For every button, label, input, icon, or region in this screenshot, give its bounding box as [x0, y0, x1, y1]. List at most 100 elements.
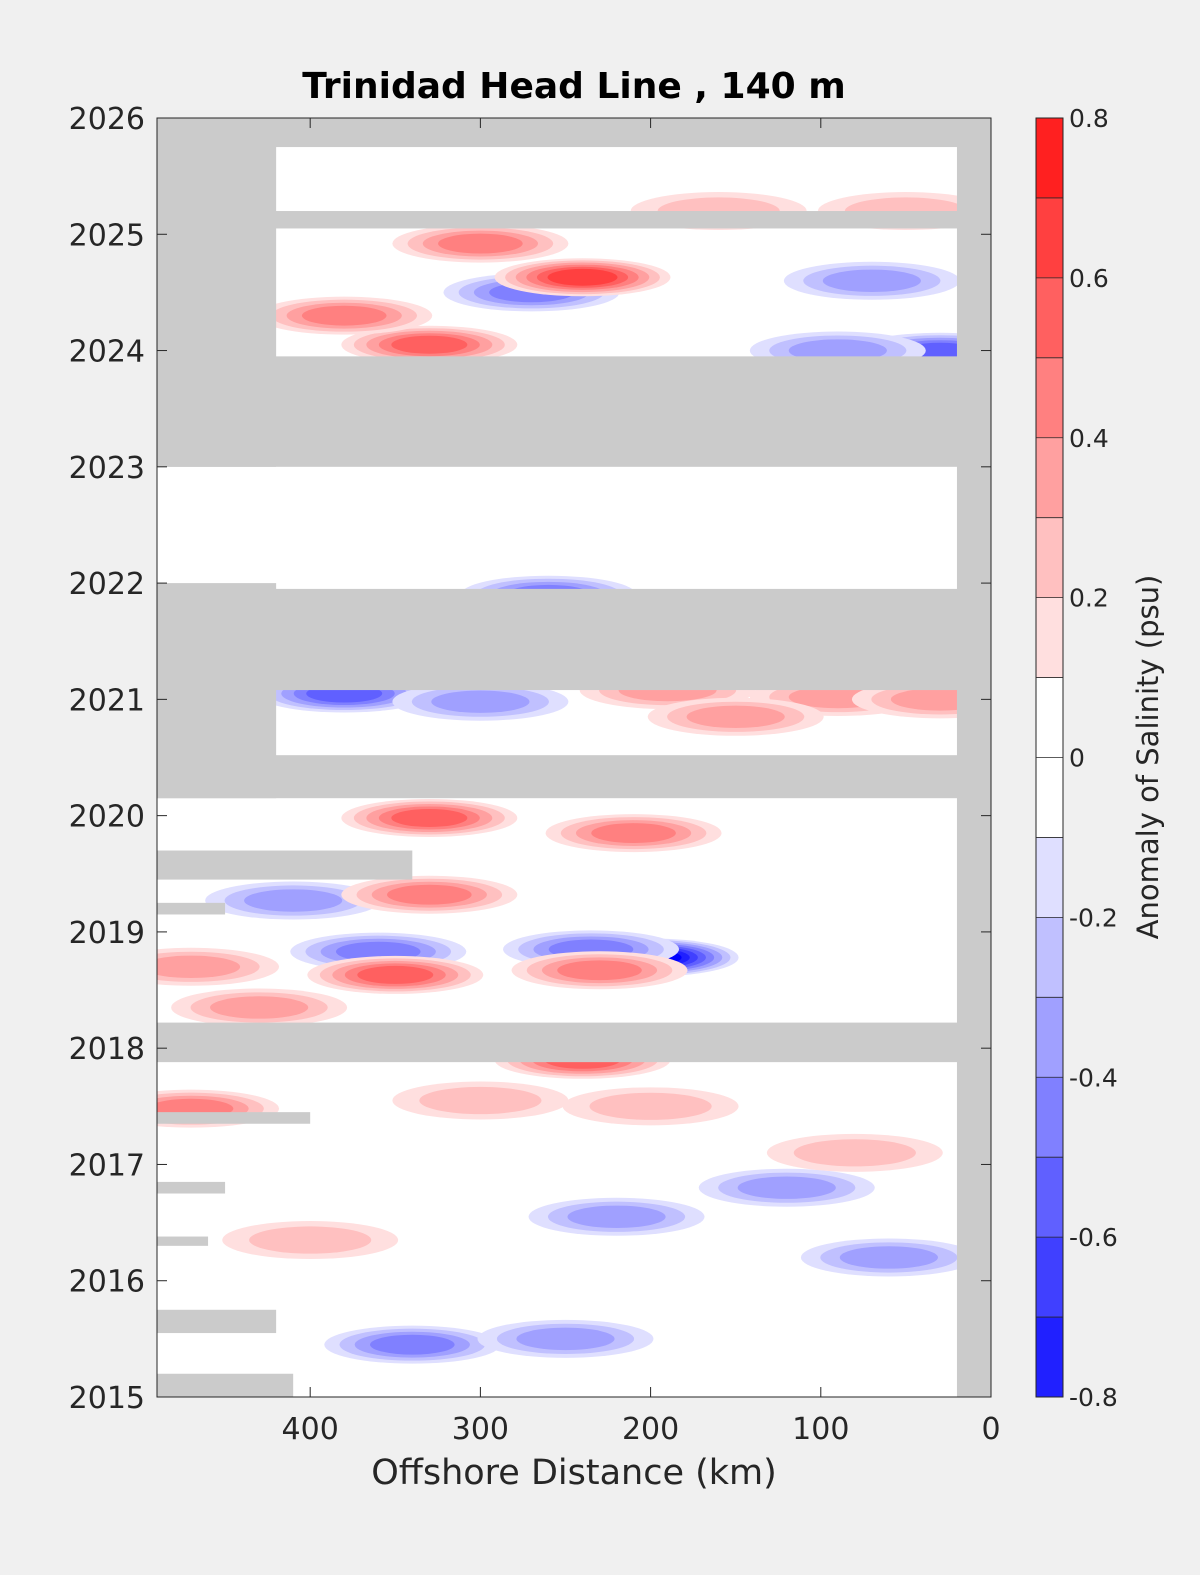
- colorbar-segment: [1036, 1317, 1063, 1397]
- anomaly-patch: [392, 1081, 569, 1120]
- colorbar-segment: [1036, 677, 1063, 758]
- colorbar-tick-label: 0: [1069, 744, 1085, 773]
- y-tick-label: 2019: [69, 916, 145, 951]
- anomaly-contour: [737, 1176, 836, 1199]
- x-tick-label: 0: [981, 1412, 1000, 1447]
- anomaly-contour: [557, 960, 642, 981]
- anomaly-contour: [249, 1226, 372, 1254]
- anomaly-contour: [419, 1086, 542, 1115]
- colorbar-segment: [1036, 757, 1063, 838]
- colorbar: -0.8 -0.6 -0.4 -0.2 0 0.2 0.4 0.6 0.8: [1035, 104, 1118, 1412]
- y-tick-label: 2021: [69, 683, 145, 718]
- anomaly-patch: [477, 1319, 654, 1358]
- colorbar-segment: [1036, 1157, 1063, 1238]
- colorbar-frame: [1035, 117, 1064, 1398]
- colorbar-segment: [1036, 517, 1063, 598]
- x-tick-label: 100: [792, 1412, 849, 1447]
- nodata-region: [157, 755, 991, 799]
- y-tick-label: 2025: [69, 218, 145, 253]
- anomaly-contour: [589, 1092, 712, 1120]
- anomaly-patch: [256, 296, 433, 335]
- colorbar-segment: [1036, 997, 1063, 1078]
- anomaly-patch: [341, 798, 518, 837]
- nodata-region: [956, 118, 991, 1397]
- colorbar-tick-label: -0.2: [1069, 903, 1118, 932]
- anomaly-patch: [205, 881, 382, 920]
- nodata-region: [157, 118, 991, 148]
- colorbar-segment: [1036, 597, 1063, 678]
- anomaly-patch: [783, 261, 960, 300]
- colorbar-segment: [1036, 837, 1063, 918]
- anomaly-contour: [370, 1334, 455, 1355]
- nodata-region: [157, 211, 991, 229]
- anomaly-patch: [698, 1168, 875, 1207]
- y-tick-label: 2026: [69, 102, 145, 137]
- nodata-region: [157, 1236, 209, 1246]
- anomaly-patch: [647, 697, 824, 736]
- anomaly-contour: [157, 955, 241, 978]
- anomaly-patch: [341, 875, 518, 914]
- anomaly-patch: [766, 1133, 943, 1172]
- y-tick-label: 2020: [69, 800, 145, 835]
- anomaly-patch: [324, 1325, 501, 1364]
- anomaly-patch: [171, 988, 348, 1027]
- y-tick-label: 2017: [69, 1148, 145, 1183]
- anomaly-contour: [391, 335, 468, 354]
- anomaly-patch: [307, 955, 484, 994]
- y-axis: 2015 2016 2017 2018 2019 2020 2021 2022 2023 2024…: [69, 102, 991, 1416]
- colorbar-tick-label: 0.6: [1069, 264, 1109, 293]
- anomaly-patch: [494, 258, 671, 297]
- x-tick-label: 400: [282, 1412, 339, 1447]
- colorbar-tick-label: 0.4: [1069, 424, 1109, 453]
- nodata-region: [157, 1373, 294, 1397]
- anomaly-patch: [562, 1087, 739, 1126]
- plot-frame: [156, 117, 992, 1398]
- nodata-region: [157, 1309, 277, 1334]
- anomaly-contour: [547, 268, 618, 286]
- colorbar-tick-label: -0.4: [1069, 1063, 1118, 1092]
- anomaly-patch: [157, 947, 280, 986]
- x-axis-label: Offshore Distance (km): [371, 1453, 777, 1493]
- colorbar-segment: [1036, 437, 1063, 518]
- anomaly-contour: [686, 705, 785, 729]
- chart-title: Trinidad Head Line , 140 m: [302, 66, 845, 107]
- anomaly-contour: [438, 233, 523, 254]
- y-tick-label: 2016: [69, 1265, 145, 1300]
- anomaly-contour: [391, 808, 468, 827]
- y-tick-label: 2023: [69, 451, 145, 486]
- anomaly-contour: [210, 996, 309, 1019]
- anomaly-contour: [788, 339, 887, 362]
- y-tick-label: 2022: [69, 567, 145, 602]
- anomaly-patch: [511, 951, 688, 990]
- nodata-region: [157, 588, 991, 691]
- nodata-region: [157, 1022, 991, 1063]
- y-tick-label: 2015: [69, 1381, 145, 1416]
- y-tick-label: 2024: [69, 335, 145, 370]
- anomaly-contour: [516, 1327, 615, 1351]
- nodata-region: [157, 850, 413, 880]
- anomaly-contour: [301, 305, 387, 326]
- x-tick-label: 300: [452, 1412, 509, 1447]
- colorbar-tick-label: 0.8: [1069, 104, 1109, 133]
- plot-area: 400 300 200 100 0 20152016201720182019202020…: [69, 102, 1001, 1447]
- anomaly-patch: [528, 1197, 705, 1236]
- anomaly-patch: [545, 814, 722, 853]
- colorbar-segment: [1036, 1077, 1063, 1158]
- colorbar-segment: [1036, 357, 1063, 438]
- nodata-region: [157, 1112, 311, 1124]
- anomaly-contour: [357, 965, 434, 984]
- colorbar-tick-label: -0.6: [1069, 1223, 1118, 1252]
- anomaly-contour: [591, 823, 676, 843]
- anomaly-contour: [839, 1246, 938, 1269]
- anomaly-contour: [244, 889, 343, 912]
- anomaly-patch: [222, 1221, 399, 1260]
- nodata-region: [157, 1181, 226, 1194]
- nodata-region: [157, 118, 277, 467]
- nodata-layer: [157, 118, 991, 1397]
- anomaly-patch: [341, 325, 518, 364]
- anomaly-contour: [793, 1139, 916, 1167]
- x-tick-label: 200: [622, 1412, 679, 1447]
- x-axis: 400 300 200 100 0: [282, 118, 1001, 1447]
- colorbar-segment: [1036, 1237, 1063, 1318]
